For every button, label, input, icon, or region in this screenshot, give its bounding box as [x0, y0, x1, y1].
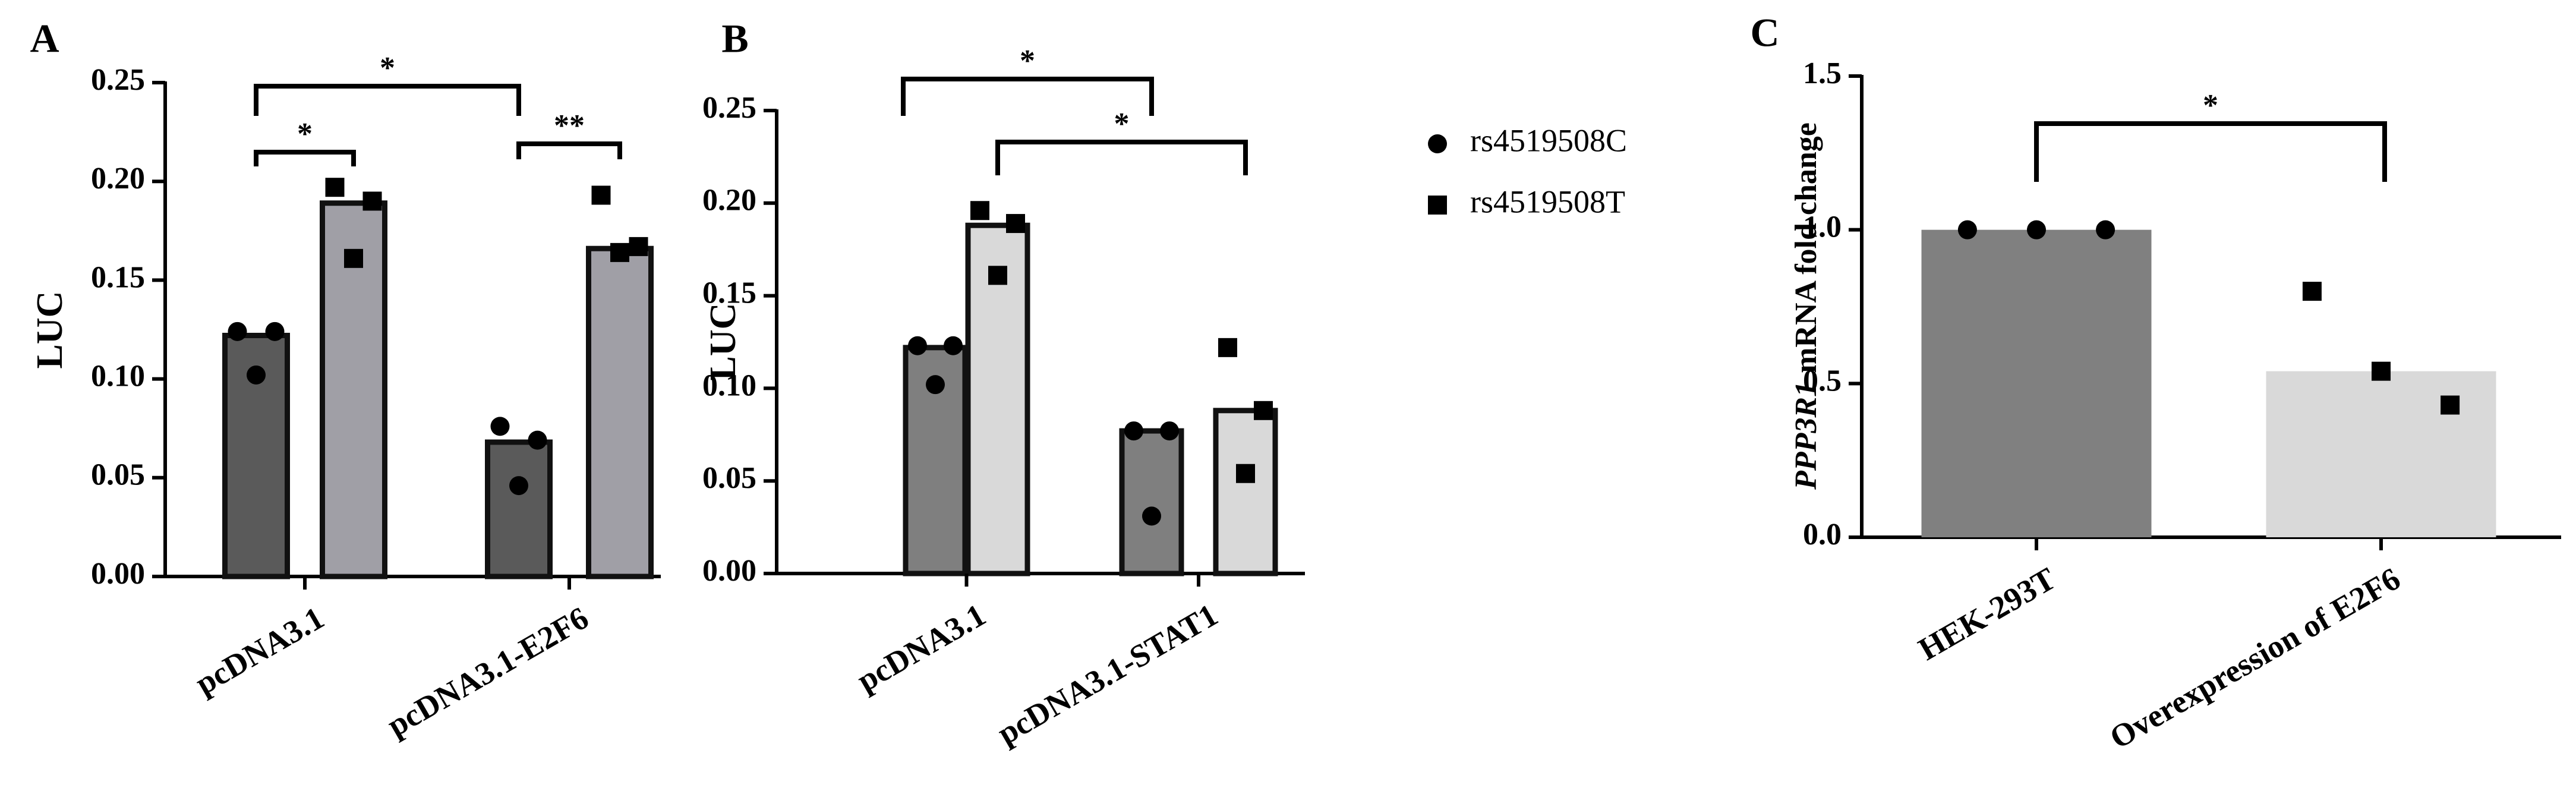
y-tick-label: 1.0 [1803, 210, 1842, 244]
data-point [926, 375, 945, 395]
bar [1921, 229, 2152, 538]
data-point [247, 365, 266, 385]
y-tick-label: 0.0 [1803, 518, 1842, 552]
data-point [970, 201, 989, 220]
significance-label: ** [554, 109, 585, 143]
y-tick-label: 1.5 [1803, 56, 1842, 90]
y-tick-label: 0.10 [702, 368, 756, 402]
data-point [1142, 506, 1161, 526]
data-point [1236, 464, 1255, 483]
y-tick-label: 0.15 [91, 260, 145, 294]
significance-label: * [2203, 89, 2218, 122]
data-point [1006, 214, 1025, 234]
y-tick-label: 0.25 [91, 63, 145, 97]
panel-label: B [721, 16, 748, 61]
data-point [362, 191, 382, 211]
bar [1119, 428, 1184, 576]
data-point [2302, 282, 2322, 301]
y-tick-label: 0.00 [91, 557, 145, 591]
y-tick-label: 0.15 [702, 276, 756, 310]
significance-label: * [1020, 44, 1035, 78]
data-point [591, 185, 611, 205]
bar [485, 439, 553, 579]
data-point [2027, 220, 2046, 240]
data-point [344, 248, 363, 268]
significance-label: * [380, 51, 395, 85]
significance-bracket [516, 141, 622, 159]
legend-marker [1428, 196, 1447, 215]
data-point [988, 266, 1007, 285]
y-axis-label: PPP3R1 mRNA fold change [1789, 122, 1823, 490]
data-point [325, 178, 345, 197]
legend-marker [1428, 134, 1447, 153]
significance-label: * [1114, 107, 1130, 141]
y-axis-label-gene: PPP3R1 [1789, 382, 1823, 490]
significance-bracket [2034, 121, 2387, 182]
bar [586, 245, 654, 579]
y-tick-label: 0.05 [91, 458, 145, 492]
data-point [629, 237, 648, 256]
y-axis-label-text: mRNA fold change [1789, 122, 1823, 373]
bar [2266, 371, 2496, 537]
significance-bracket [995, 140, 1248, 175]
bar [1213, 408, 1278, 576]
data-point [509, 476, 528, 496]
legend-label: rs4519508C [1470, 122, 1627, 158]
data-point [528, 430, 547, 450]
y-tick-label: 0.5 [1803, 364, 1842, 398]
data-point [610, 242, 629, 262]
data-point [944, 336, 963, 355]
y-tick-label: 0.25 [702, 91, 756, 125]
data-point [490, 417, 510, 436]
y-tick-label: 0.05 [702, 461, 756, 495]
data-point [1254, 401, 1273, 420]
significance-bracket [901, 77, 1154, 116]
data-point [265, 322, 285, 341]
y-tick-label: 0.10 [91, 360, 145, 393]
data-point [2372, 361, 2391, 381]
legend-label: rs4519508T [1470, 184, 1625, 219]
y-tick-label: 0.20 [702, 184, 756, 218]
data-point [1124, 421, 1143, 441]
data-point [2441, 395, 2460, 415]
panel-label: A [30, 16, 59, 61]
y-axis-label: LUC [30, 291, 70, 369]
y-tick-label: 0.00 [702, 554, 756, 588]
panel-label: C [1750, 10, 1779, 55]
significance-label: * [297, 117, 313, 151]
data-point [908, 336, 927, 355]
data-point [228, 322, 247, 341]
data-point [2096, 220, 2115, 240]
data-point [1957, 220, 1977, 240]
data-point [1218, 338, 1237, 357]
significance-bracket [254, 84, 521, 116]
y-tick-label: 0.20 [91, 162, 145, 196]
y-axis-label: LUC [703, 303, 743, 381]
data-point [1160, 421, 1179, 441]
significance-bracket [254, 150, 356, 166]
